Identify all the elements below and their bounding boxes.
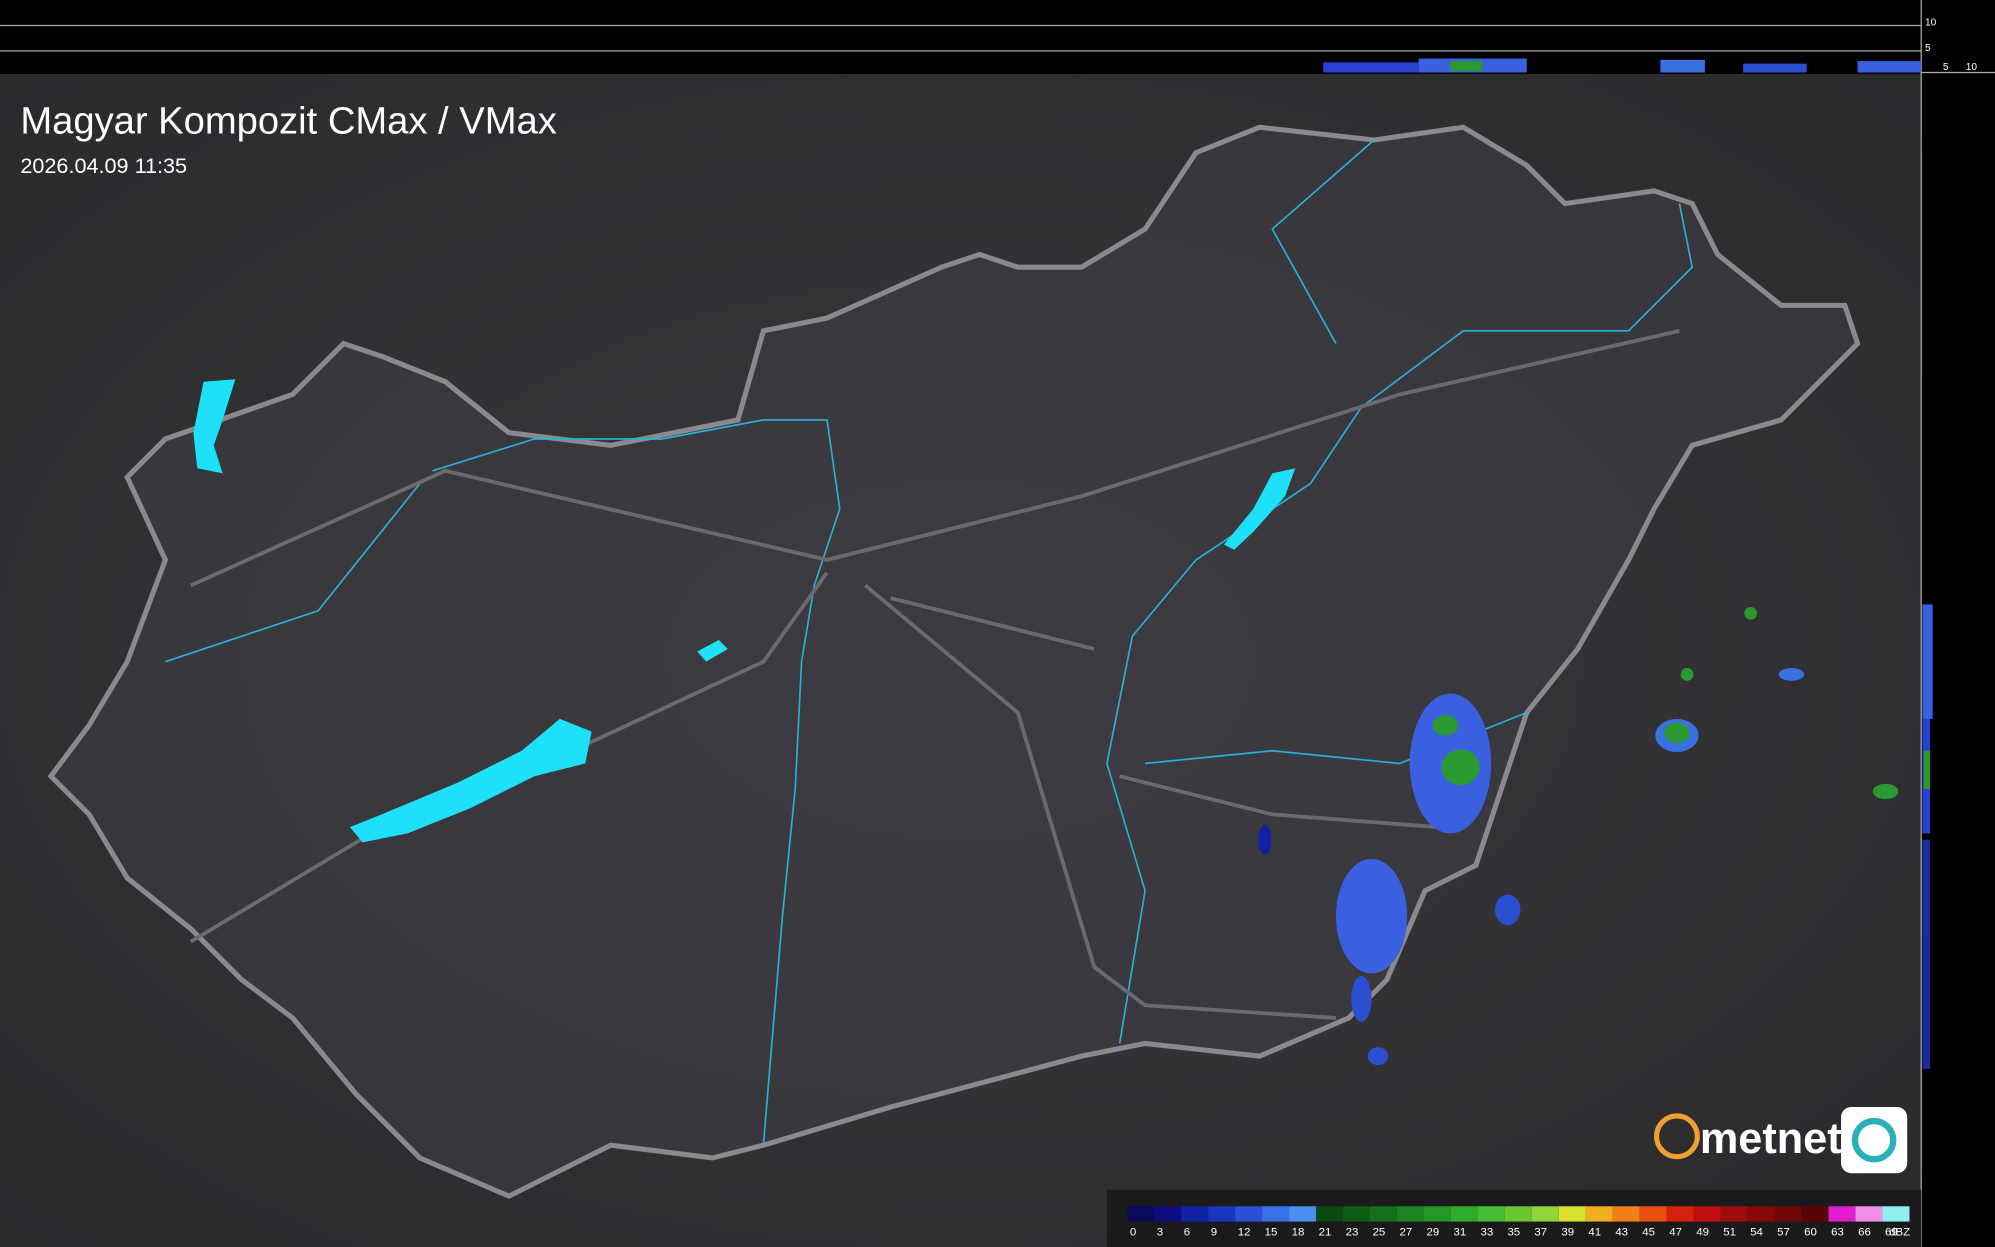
legend-label: 63	[1831, 1227, 1844, 1239]
legend-label: 66	[1858, 1227, 1871, 1239]
legend-label: 35	[1507, 1227, 1520, 1239]
legend-swatch	[1693, 1206, 1721, 1222]
legend-label: 21	[1319, 1227, 1332, 1239]
logo: metnet	[1654, 1107, 1908, 1174]
timestamp: 2026.04.09 11:35	[20, 153, 187, 178]
legend-swatch	[1208, 1206, 1236, 1222]
legend-swatch	[1289, 1206, 1317, 1222]
legend-label: 43	[1615, 1227, 1628, 1239]
right-axis-label: 10	[1966, 62, 1978, 73]
top-axis-label: 10	[1925, 17, 1937, 28]
legend-label: 29	[1427, 1227, 1440, 1239]
legend-swatch	[1828, 1206, 1856, 1222]
legend-swatch	[1154, 1206, 1182, 1222]
legend-swatch	[1423, 1206, 1451, 1222]
legend-label: 15	[1265, 1227, 1278, 1239]
legend-swatch	[1343, 1206, 1371, 1222]
legend-swatch	[1774, 1206, 1802, 1222]
legend-swatch	[1720, 1206, 1748, 1222]
legend-label: 37	[1534, 1227, 1547, 1239]
right-strip	[1921, 0, 1995, 1247]
legend-swatch	[1316, 1206, 1344, 1222]
legend-swatch	[1612, 1206, 1640, 1222]
legend-swatch	[1531, 1206, 1559, 1222]
legend-label: 57	[1777, 1227, 1790, 1239]
legend-label: 69	[1885, 1227, 1898, 1239]
legend-label: 33	[1480, 1227, 1493, 1239]
lakes	[193, 379, 1296, 843]
legend-label: 9	[1211, 1227, 1217, 1239]
legend-swatch	[1855, 1206, 1883, 1222]
top-axis-label: 5	[1925, 43, 1931, 54]
legend-swatch	[1477, 1206, 1505, 1222]
roads	[189, 328, 1680, 1020]
legend-swatch	[1235, 1206, 1263, 1222]
right-profile	[1922, 604, 1933, 1069]
legend-label: 6	[1184, 1227, 1190, 1239]
legend-swatch	[1504, 1206, 1532, 1222]
legend: 0 3 6 9 12 15 18 21 23 25 27 29 31 33 35 37 39 41 43 45 47 49…	[1127, 1206, 1910, 1239]
legend-label: 25	[1373, 1227, 1386, 1239]
legend-swatch	[1882, 1206, 1910, 1222]
legend-swatch	[1666, 1206, 1694, 1222]
legend-swatch	[1397, 1206, 1424, 1222]
legend-swatch	[1585, 1206, 1613, 1222]
legend-label: 51	[1723, 1227, 1736, 1239]
legend-swatch	[1747, 1206, 1775, 1222]
map-title: Magyar Kompozit CMax / VMax	[20, 100, 556, 143]
top-profile	[1323, 58, 1922, 73]
legend-label: 41	[1588, 1227, 1601, 1239]
legend-swatch	[1127, 1206, 1155, 1222]
legend-label: 0	[1130, 1227, 1136, 1239]
legend-swatch	[1181, 1206, 1209, 1222]
legend-unit: dBZ	[1889, 1227, 1910, 1239]
legend-label: 47	[1669, 1227, 1682, 1239]
legend-swatch	[1370, 1206, 1398, 1222]
legend-label: 27	[1400, 1227, 1413, 1239]
legend-swatch	[1558, 1206, 1586, 1222]
legend-label: 3	[1157, 1227, 1163, 1239]
legend-label: 31	[1454, 1227, 1467, 1239]
legend-label: 39	[1561, 1227, 1574, 1239]
legend-label: 45	[1642, 1227, 1655, 1239]
legend-label: 60	[1804, 1227, 1817, 1239]
legend-swatch	[1262, 1206, 1290, 1222]
legend-label: 18	[1292, 1227, 1305, 1239]
logo-text: metnet	[1700, 1115, 1842, 1163]
legend-swatch	[1450, 1206, 1478, 1222]
radar-echoes	[1258, 606, 1899, 1066]
right-axis-label: 5	[1943, 62, 1949, 73]
legend-label: 23	[1346, 1227, 1359, 1239]
legend-swatch	[1801, 1206, 1829, 1222]
legend-label: 54	[1750, 1227, 1763, 1239]
legend-label: 12	[1238, 1227, 1251, 1239]
legend-swatch	[1639, 1206, 1667, 1222]
legend-label: 49	[1696, 1227, 1709, 1239]
